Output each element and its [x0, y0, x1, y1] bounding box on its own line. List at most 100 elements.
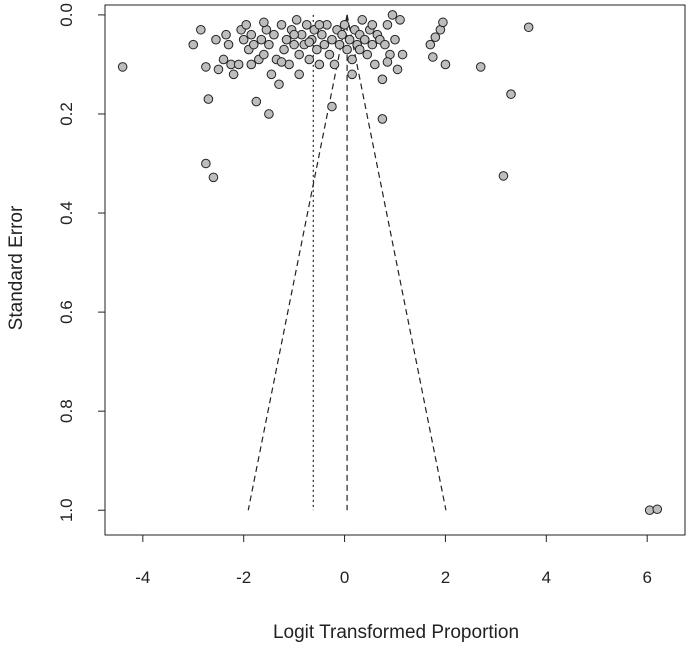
data-point [370, 59, 380, 70]
y-tick-label: 0.2 [57, 102, 76, 126]
data-point [274, 79, 284, 90]
data-point [339, 20, 350, 30]
plot-frame [104, 4, 686, 536]
data-point [304, 37, 315, 47]
data-point [294, 69, 304, 80]
data-point [211, 34, 221, 45]
funnel-right-limit [346, 14, 447, 511]
data-point [395, 15, 405, 25]
data-point [213, 64, 224, 75]
x-tick-label: -4 [135, 568, 150, 587]
data-point [342, 44, 352, 55]
data-point [196, 24, 206, 35]
data-point [251, 96, 262, 107]
data-point [276, 57, 287, 67]
data-point [264, 109, 274, 119]
x-axis-title: Logit Transformed Proportion [273, 622, 519, 643]
data-point [304, 54, 315, 65]
data-point [367, 20, 378, 30]
data-point [440, 59, 451, 70]
data-point [392, 64, 403, 75]
data-point [357, 15, 368, 25]
data-point [289, 39, 299, 50]
funnel-left-limit [247, 14, 348, 511]
data-point [347, 54, 357, 65]
y-tick-label: 0.8 [57, 399, 76, 423]
y-tick-label: 0.4 [57, 201, 76, 225]
data-point [312, 44, 322, 55]
data-point [390, 34, 400, 45]
data-point [523, 22, 534, 33]
data-point [233, 59, 244, 70]
data-point [259, 49, 269, 60]
data-point [264, 39, 274, 50]
data-point [218, 54, 229, 65]
data-point [344, 34, 355, 45]
data-point [117, 62, 128, 72]
data-point [281, 34, 292, 45]
y-axis-title: Standard Error [6, 205, 27, 330]
data-point [266, 69, 277, 80]
data-point [238, 34, 249, 45]
data-point [317, 29, 327, 40]
x-tick-label: 6 [642, 568, 651, 587]
data-point [354, 44, 365, 55]
data-point [438, 17, 448, 28]
data-point [359, 34, 370, 45]
data-point [475, 62, 486, 72]
data-point [276, 20, 287, 30]
data-point [188, 39, 199, 50]
data-point [301, 20, 312, 30]
data-point [294, 49, 304, 60]
data-point [377, 114, 388, 124]
y-axis: 0.0 0.2 0.4 0.6 0.8 1.0 [57, 3, 105, 522]
y-tick-label: 0.6 [57, 300, 76, 324]
data-point [203, 94, 214, 104]
data-point [201, 158, 211, 169]
data-point [380, 39, 390, 50]
data-point [347, 69, 357, 80]
data-points [117, 10, 663, 516]
x-tick-label: 4 [542, 568, 551, 587]
data-point [367, 39, 378, 50]
data-point [201, 62, 211, 72]
data-point [259, 17, 269, 28]
data-point [387, 10, 398, 20]
data-point [498, 171, 509, 181]
y-tick-label: 0.0 [57, 3, 76, 27]
data-point [425, 39, 436, 50]
x-tick-label: -2 [236, 568, 251, 587]
plot-border [104, 4, 686, 536]
data-point [382, 57, 393, 67]
data-point [428, 52, 438, 62]
data-point [246, 59, 257, 70]
data-point [397, 49, 408, 60]
x-tick-label: 2 [441, 568, 450, 587]
data-point [241, 20, 252, 30]
data-point [324, 49, 335, 60]
data-point [246, 29, 257, 40]
data-point [269, 29, 279, 40]
data-point [377, 74, 388, 85]
data-point [329, 59, 340, 70]
data-point [319, 39, 330, 50]
data-point [248, 39, 259, 50]
data-point [208, 172, 219, 183]
data-point [314, 59, 325, 70]
x-axis: -4 -2 0 2 4 6 [135, 535, 652, 587]
data-point [221, 29, 231, 40]
reference-lines [247, 14, 447, 511]
data-point [228, 69, 239, 80]
data-point [314, 20, 325, 30]
data-point [223, 39, 234, 50]
data-point [362, 49, 373, 60]
data-point [506, 89, 516, 99]
y-tick-label: 1.0 [57, 498, 76, 522]
data-point [279, 44, 289, 55]
data-point [337, 29, 347, 40]
data-point [430, 32, 441, 42]
data-point [334, 39, 345, 50]
data-point [291, 15, 302, 25]
